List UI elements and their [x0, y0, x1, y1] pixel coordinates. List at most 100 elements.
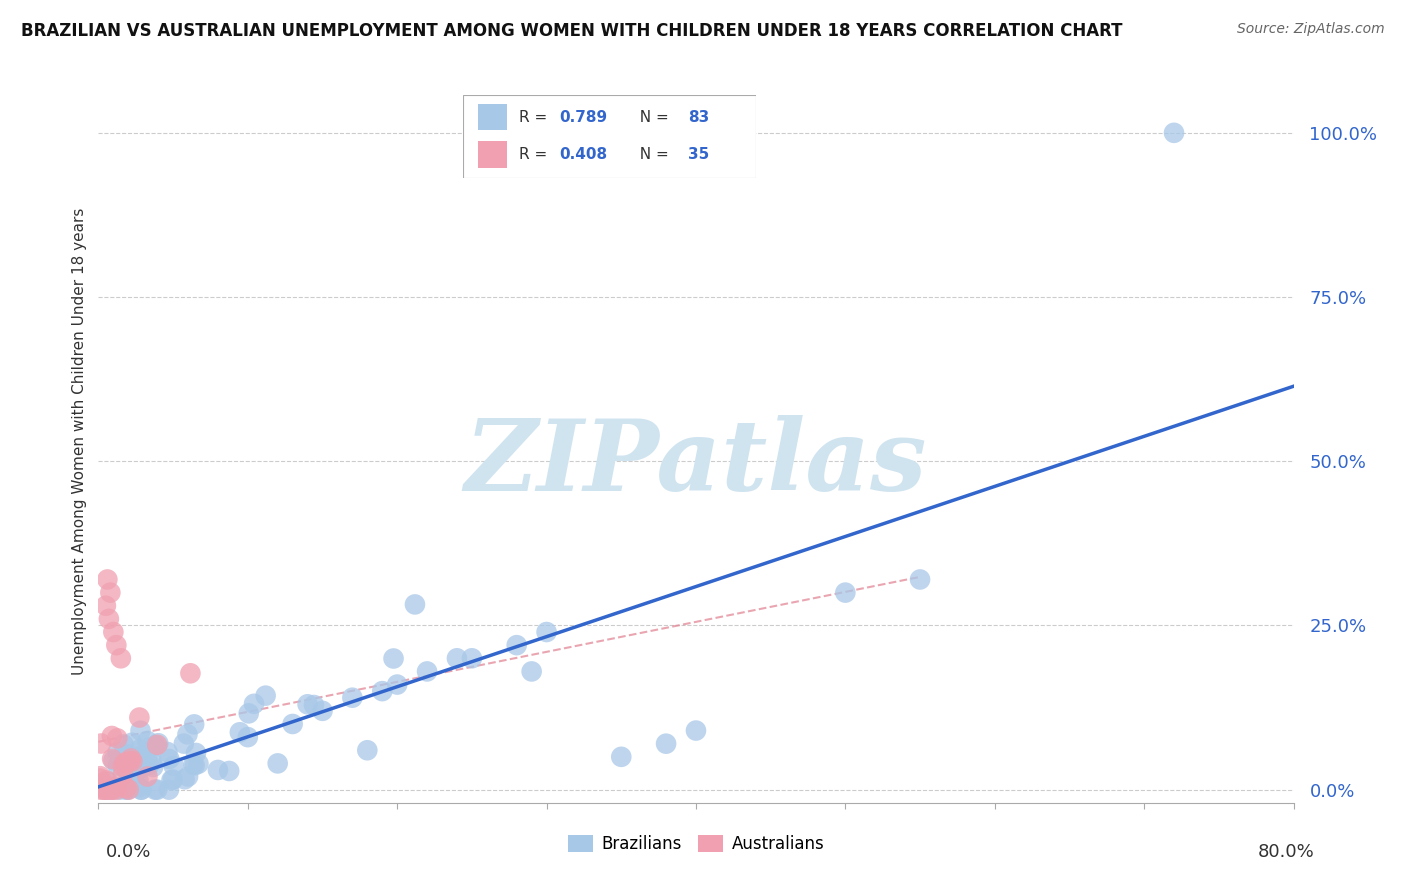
Point	[136, 770, 159, 784]
Point	[162, 772, 184, 787]
Point	[100, 782, 122, 797]
Point	[107, 745, 129, 759]
Point	[385, 677, 409, 691]
Point	[101, 782, 124, 797]
Point	[520, 665, 543, 679]
Point	[118, 782, 141, 797]
Point	[97, 612, 120, 626]
Point	[110, 651, 132, 665]
Point	[118, 778, 141, 792]
Point	[120, 751, 142, 765]
Point	[254, 689, 277, 703]
Point	[89, 772, 111, 786]
Point	[416, 665, 439, 679]
Point	[93, 782, 115, 797]
Point	[103, 625, 125, 640]
Point	[105, 638, 128, 652]
Point	[121, 755, 143, 769]
Point	[267, 756, 290, 771]
Point	[173, 772, 195, 787]
Point	[908, 573, 931, 587]
Point	[236, 730, 259, 744]
Point	[382, 651, 405, 665]
Point	[94, 782, 117, 797]
Point	[183, 717, 205, 731]
Point	[173, 737, 195, 751]
Point	[97, 775, 120, 789]
Point	[156, 745, 179, 759]
Point	[342, 690, 364, 705]
Point	[1163, 126, 1185, 140]
Point	[302, 698, 325, 712]
Point	[101, 752, 124, 766]
Point	[655, 737, 678, 751]
Point	[371, 684, 394, 698]
Point	[96, 773, 118, 788]
Point	[506, 638, 529, 652]
Point	[100, 782, 122, 797]
Point	[115, 781, 138, 796]
Point	[160, 773, 183, 788]
Point	[146, 738, 169, 752]
Point	[91, 777, 114, 791]
Point	[610, 749, 633, 764]
Point	[139, 740, 162, 755]
Point	[105, 731, 128, 746]
Point	[129, 723, 152, 738]
Point	[111, 759, 134, 773]
Point	[101, 729, 124, 743]
Point	[112, 778, 135, 792]
Point	[281, 717, 304, 731]
Point	[125, 757, 148, 772]
Point	[229, 725, 252, 739]
Point	[311, 704, 333, 718]
Point	[118, 768, 141, 782]
Point	[117, 782, 139, 797]
Text: Source: ZipAtlas.com: Source: ZipAtlas.com	[1237, 22, 1385, 37]
Point	[90, 782, 112, 797]
Point	[107, 758, 129, 772]
Point	[98, 585, 122, 599]
Point	[446, 651, 468, 665]
Point	[297, 698, 319, 712]
Point	[834, 585, 856, 599]
Point	[148, 736, 170, 750]
Point	[184, 746, 207, 760]
Point	[114, 747, 136, 761]
Point	[112, 738, 135, 752]
Point	[131, 782, 153, 797]
Point	[404, 598, 426, 612]
Y-axis label: Unemployment Among Women with Children Under 18 years: Unemployment Among Women with Children U…	[72, 208, 87, 675]
Point	[90, 737, 112, 751]
Point	[103, 753, 125, 767]
Point	[128, 780, 150, 794]
Text: BRAZILIAN VS AUSTRALIAN UNEMPLOYMENT AMONG WOMEN WITH CHILDREN UNDER 18 YEARS CO: BRAZILIAN VS AUSTRALIAN UNEMPLOYMENT AMO…	[21, 22, 1122, 40]
Point	[129, 762, 152, 776]
Point	[111, 767, 134, 781]
Point	[162, 759, 184, 773]
Point	[94, 782, 117, 797]
Point	[176, 727, 198, 741]
Point	[146, 782, 169, 797]
Point	[128, 742, 150, 756]
Point	[207, 763, 229, 777]
Point	[115, 782, 138, 797]
Point	[218, 764, 240, 778]
Point	[96, 782, 118, 797]
Point	[157, 782, 180, 797]
Legend: Brazilians, Australians: Brazilians, Australians	[561, 828, 831, 860]
Point	[243, 697, 266, 711]
Text: 0.0%: 0.0%	[105, 843, 150, 861]
Point	[96, 573, 118, 587]
Point	[91, 780, 114, 794]
Point	[356, 743, 378, 757]
Point	[183, 757, 205, 772]
Point	[128, 710, 150, 724]
Point	[157, 752, 180, 766]
Point	[97, 782, 120, 797]
Point	[141, 755, 163, 769]
Point	[100, 780, 122, 794]
Point	[143, 782, 166, 797]
Point	[142, 760, 165, 774]
Point	[685, 723, 707, 738]
